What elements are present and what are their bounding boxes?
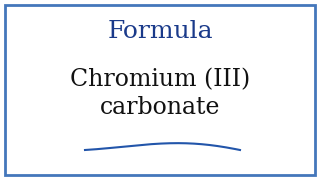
Text: Formula: Formula <box>107 21 213 44</box>
Text: Chromium (III): Chromium (III) <box>70 69 250 91</box>
Text: carbonate: carbonate <box>100 96 220 120</box>
